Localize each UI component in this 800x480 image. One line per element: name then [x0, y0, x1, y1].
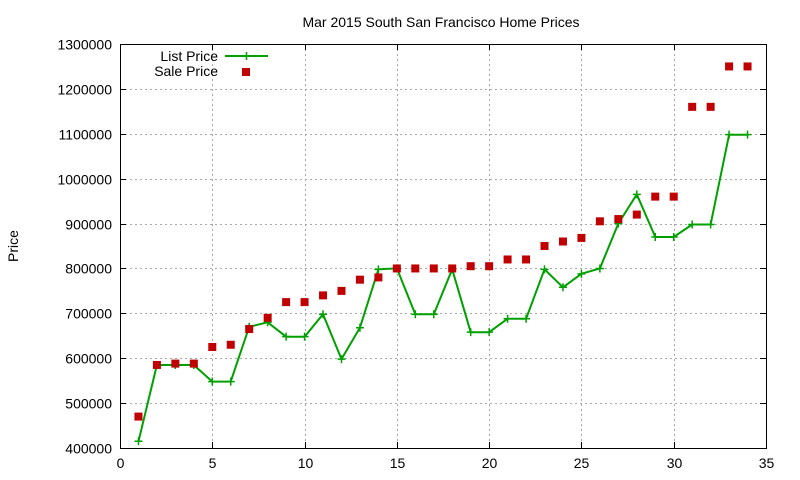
list-price-point [300, 332, 309, 341]
y-tick-label: 1100000 [59, 127, 113, 143]
chart-title: Mar 2015 South San Francisco Home Prices [302, 14, 579, 30]
sale-price-point [595, 217, 604, 226]
y-tick-label: 1000000 [57, 172, 112, 188]
y-axis-label: Price [5, 230, 21, 262]
y-tick-label: 400000 [65, 441, 112, 457]
sale-price-point [134, 412, 143, 421]
legend-label-list-price: List Price [160, 48, 218, 64]
list-price-point [503, 314, 512, 323]
list-price-point [595, 264, 604, 273]
series-list-price [134, 130, 752, 446]
x-tick-label: 35 [759, 455, 775, 471]
y-tick-label: 600000 [65, 351, 112, 367]
x-tick-label: 0 [117, 455, 125, 471]
list-price-point [337, 355, 346, 364]
sale-price-point [319, 291, 328, 300]
y-tick-label: 1300000 [57, 37, 112, 53]
list-price-point [706, 220, 715, 229]
x-tick-label: 15 [390, 455, 406, 471]
sale-price-point [448, 264, 457, 273]
sale-price-point [355, 275, 364, 284]
sale-price-point [466, 262, 475, 271]
x-tick-label: 20 [482, 455, 498, 471]
list-price-point [429, 310, 438, 319]
list-price-point [669, 233, 678, 242]
sale-price-point [725, 62, 734, 71]
sale-price-point [300, 298, 309, 307]
grid [120, 44, 766, 448]
legend: List Price Sale Price [154, 48, 268, 79]
list-price-point [485, 328, 494, 337]
list-price-line [137, 133, 748, 442]
y-tick-label: 500000 [65, 396, 112, 412]
sale-price-point [688, 102, 697, 111]
list-price-point [558, 283, 567, 292]
list-price-point [319, 310, 328, 319]
list-price-point [725, 130, 734, 139]
list-price-point [466, 328, 475, 337]
sale-price-point [614, 215, 623, 224]
sale-price-point [522, 255, 531, 264]
axis-ticks: 0 5 10 15 20 25 30 35 400000 500000 600000 700000 80… [57, 37, 774, 472]
y-tick-label: 800000 [65, 261, 112, 277]
list-price-point [688, 220, 697, 229]
sale-price-point [669, 192, 678, 201]
list-price-point [226, 377, 235, 386]
sale-price-point [374, 273, 383, 282]
y-tick-label: 1200000 [57, 82, 112, 98]
sale-price-point [503, 255, 512, 264]
sale-price-point [540, 242, 549, 250]
sale-price-point [558, 237, 567, 246]
series [134, 62, 752, 446]
sale-price-point [208, 343, 217, 351]
list-price-point [282, 332, 291, 341]
sale-price-point [577, 233, 586, 242]
sale-price-point [706, 102, 715, 111]
y-tick-label: 900000 [65, 217, 112, 233]
list-price-point [540, 265, 549, 274]
list-price-point [522, 314, 531, 323]
sale-price-point [411, 264, 420, 273]
sale-price-point [245, 325, 254, 334]
list-price-point [355, 323, 364, 332]
plot-frame [120, 44, 767, 449]
sale-price-point [189, 359, 198, 368]
x-tick-label: 10 [298, 455, 314, 471]
list-price-point [577, 269, 586, 278]
sale-price-point [263, 313, 272, 322]
list-price-point [651, 233, 660, 242]
sale-price-point [152, 360, 161, 369]
sale-price-point [485, 262, 494, 271]
list-price-point [632, 190, 641, 199]
list-price-point [134, 437, 143, 446]
list-price-point [208, 377, 217, 386]
legend-marker-list-price [242, 52, 251, 60]
series-sale-price [134, 62, 752, 421]
list-price-point [743, 130, 752, 139]
sale-price-point [429, 264, 438, 273]
sale-price-point [632, 210, 641, 219]
list-price-point [374, 265, 383, 274]
sale-price-point [651, 192, 660, 201]
sale-price-point [171, 359, 180, 368]
y-tick-label: 700000 [65, 306, 112, 322]
sale-price-point [743, 62, 752, 71]
x-tick-label: 30 [667, 455, 683, 471]
legend-label-sale-price: Sale Price [154, 63, 218, 79]
list-price-point [411, 310, 420, 319]
x-tick-label: 25 [574, 455, 590, 471]
sale-price-point [226, 340, 235, 349]
sale-price-point [392, 264, 401, 273]
sale-price-point [337, 286, 346, 295]
x-tick-label: 5 [209, 455, 217, 471]
sale-price-point [282, 298, 291, 307]
legend-marker-sale-price [242, 68, 250, 76]
